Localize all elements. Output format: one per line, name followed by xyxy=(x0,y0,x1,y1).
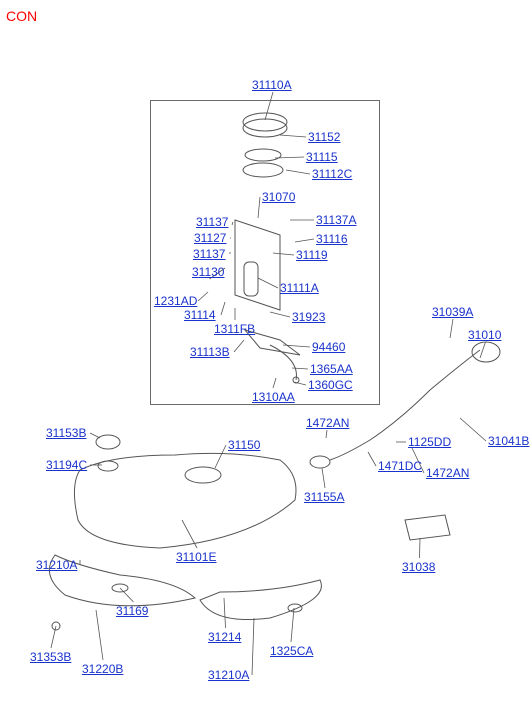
part-label[interactable]: 31110A xyxy=(252,78,292,92)
part-label[interactable]: 31039A xyxy=(432,305,473,319)
part-label[interactable]: 31152 xyxy=(308,130,340,144)
part-label[interactable]: 31150 xyxy=(228,438,260,452)
part-label[interactable]: 31220B xyxy=(82,662,123,676)
part-label[interactable]: 31210A xyxy=(36,558,77,572)
part-label[interactable]: 31353B xyxy=(30,650,71,664)
part-label[interactable]: 31119 xyxy=(296,248,328,262)
part-label[interactable]: 31111A xyxy=(280,281,319,295)
part-label[interactable]: 31115 xyxy=(306,150,338,164)
part-label[interactable]: 31194C xyxy=(46,458,87,472)
part-label[interactable]: 1472AN xyxy=(306,416,349,430)
part-label[interactable]: 31116 xyxy=(316,232,348,246)
part-label[interactable]: 31038 xyxy=(402,560,435,574)
part-label[interactable]: 1471DC xyxy=(378,459,422,473)
part-label[interactable]: 31137 xyxy=(196,215,228,229)
part-label[interactable]: 31210A xyxy=(208,668,249,682)
part-label[interactable]: 31214 xyxy=(208,630,241,644)
part-label[interactable]: 1231AD xyxy=(154,294,197,308)
part-label[interactable]: 1365AA xyxy=(310,362,353,376)
part-label[interactable]: 31137 xyxy=(193,247,225,261)
part-label[interactable]: 31155A xyxy=(304,490,344,504)
part-label[interactable]: 31112C xyxy=(312,167,352,181)
part-label[interactable]: 1472AN xyxy=(426,466,469,480)
part-label[interactable]: 31010 xyxy=(468,328,501,342)
part-label[interactable]: 31923 xyxy=(292,310,325,324)
part-label[interactable]: 31137A xyxy=(316,213,356,227)
diagram-header: CON xyxy=(6,8,37,24)
part-label[interactable]: 1125DD xyxy=(408,435,451,449)
part-label[interactable]: 31130 xyxy=(192,265,224,279)
part-label[interactable]: 94460 xyxy=(312,340,345,354)
part-label[interactable]: 1311FB xyxy=(214,322,255,336)
part-label[interactable]: 31169 xyxy=(116,604,148,618)
part-label[interactable]: 31114 xyxy=(184,308,216,322)
parts-diagram: CON xyxy=(0,0,532,727)
assembly-group-box xyxy=(150,100,380,405)
part-label[interactable]: 31070 xyxy=(262,190,295,204)
part-label[interactable]: 1310AA xyxy=(252,390,295,404)
part-label[interactable]: 31127 xyxy=(194,231,226,245)
part-label[interactable]: 31113B xyxy=(190,345,230,359)
part-label[interactable]: 31101E xyxy=(176,550,216,564)
part-label[interactable]: 31041B xyxy=(488,434,529,448)
part-label[interactable]: 31153B xyxy=(46,426,86,440)
part-label[interactable]: 1325CA xyxy=(270,644,313,658)
part-label[interactable]: 1360GC xyxy=(308,378,353,392)
